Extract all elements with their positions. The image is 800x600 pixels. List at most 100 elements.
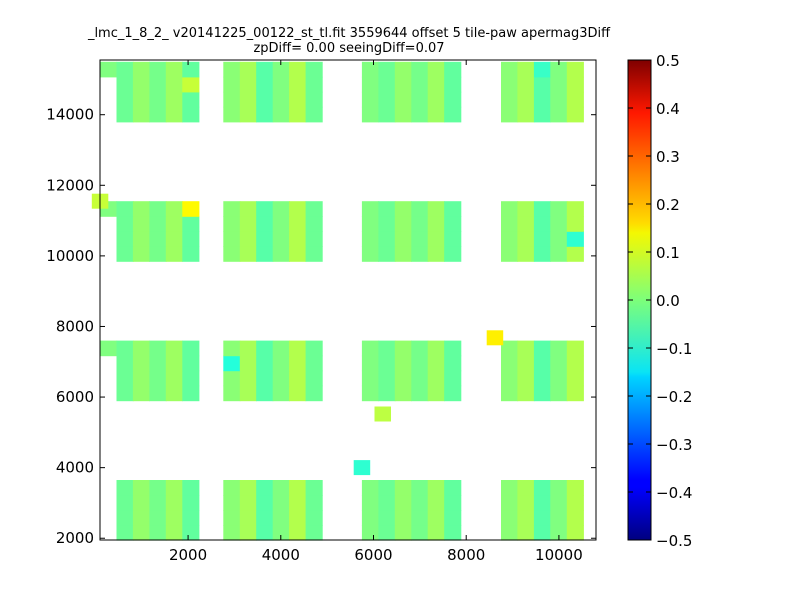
heatmap-cell	[444, 385, 462, 402]
heatmap-cell	[501, 76, 519, 93]
heatmap-cell	[132, 355, 150, 372]
heatmap-cell	[149, 216, 167, 232]
heatmap-cell	[289, 355, 307, 372]
heatmap-cell	[533, 91, 551, 108]
heatmap-cell	[444, 510, 462, 526]
heatmap-cell	[361, 76, 379, 93]
heatmap-cell	[394, 340, 412, 357]
colorbar-tick-label: −0.5	[656, 532, 692, 550]
heatmap-cell	[223, 340, 241, 357]
heatmap-cell	[272, 76, 290, 93]
heatmap-cell	[411, 231, 429, 247]
heatmap-cell	[305, 246, 323, 262]
heatmap-cell	[550, 495, 568, 511]
heatmap-cell	[116, 370, 134, 387]
heatmap-cell	[533, 106, 551, 123]
heatmap-cell	[501, 231, 519, 247]
heatmap-cell	[394, 480, 412, 496]
heatmap-cell	[165, 106, 183, 123]
heatmap-cell	[427, 370, 445, 387]
heatmap-cell	[116, 385, 134, 402]
colorbar-tick-label: −0.1	[656, 340, 692, 358]
heatmap-cell	[182, 91, 200, 108]
heatmap-cell	[533, 201, 551, 217]
colorbar-tick-label: 0.4	[656, 100, 680, 118]
heatmap-cell	[444, 91, 462, 108]
heatmap-cell	[116, 340, 134, 357]
heatmap-cell	[239, 91, 257, 108]
heatmap-cell	[272, 525, 290, 541]
heatmap-cell	[533, 510, 551, 526]
heatmap-cell	[533, 525, 551, 541]
heatmap-cell	[378, 216, 396, 232]
heatmap-cell	[256, 106, 274, 123]
heatmap-cell	[223, 525, 241, 541]
heatmap-cell	[132, 246, 150, 262]
heatmap-cell	[239, 370, 257, 387]
heatmap-cell	[411, 495, 429, 511]
heatmap-cell	[566, 231, 584, 247]
heatmap-cell	[305, 525, 323, 541]
heatmap-cell	[361, 370, 379, 387]
heatmap-cell	[182, 76, 200, 93]
heatmap-cell	[116, 510, 134, 526]
heatmap-cell	[444, 216, 462, 232]
heatmap-cell	[566, 76, 584, 93]
heatmap-cell	[165, 91, 183, 108]
colorbar-tick-label: 0.3	[656, 148, 680, 166]
heatmap-cell	[566, 61, 584, 78]
heatmap-cell	[305, 385, 323, 402]
heatmap-cell	[272, 510, 290, 526]
heatmap-cell	[550, 385, 568, 402]
colorbar-tick-label: 0.2	[656, 196, 680, 214]
heatmap-cell	[566, 370, 584, 387]
y-tick-label: 14000	[46, 106, 94, 124]
colorbar-ticks: 0.5 0.4 0.3 0.2 0.1 0.0 −0.1 −0.2 −0.3 −0.4 −0.5	[628, 52, 692, 550]
heatmap-cell	[149, 246, 167, 262]
heatmap-cell	[378, 525, 396, 541]
heatmap-cell	[361, 216, 379, 232]
heatmap-cell	[566, 480, 584, 496]
x-tick-label: 10000	[535, 546, 583, 564]
heatmap-cell	[353, 460, 371, 476]
heatmap-cell	[272, 91, 290, 108]
heatmap-cell	[149, 201, 167, 217]
chart-title-line-1: _lmc_1_8_2_ v20141225_00122_st_tl.fit 35…	[87, 26, 611, 41]
heatmap-cell	[533, 216, 551, 232]
heatmap-cell	[165, 355, 183, 372]
heatmap-cell	[149, 355, 167, 372]
heatmap-cell	[272, 61, 290, 78]
y-tick-label: 12000	[46, 176, 94, 194]
colorbar-tick-label: −0.4	[656, 484, 692, 502]
heatmap-cell	[223, 385, 241, 402]
heatmap-cell	[132, 91, 150, 108]
heatmap-cell	[427, 76, 445, 93]
heatmap-cell	[305, 370, 323, 387]
heatmap-cell	[116, 106, 134, 123]
heatmap-cell	[444, 480, 462, 496]
x-tick-label: 4000	[262, 546, 300, 564]
heatmap-cell	[501, 355, 519, 372]
heatmap-cell	[182, 61, 200, 78]
heatmap-cell	[116, 355, 134, 372]
heatmap-cell	[501, 480, 519, 496]
heatmap-cell	[444, 525, 462, 541]
heatmap-cell	[533, 370, 551, 387]
heatmap-cell	[305, 480, 323, 496]
heatmap-cell	[289, 201, 307, 217]
heatmap-cell	[550, 216, 568, 232]
heatmap-cell	[501, 495, 519, 511]
heatmap-cell	[394, 76, 412, 93]
heatmap-cell	[239, 510, 257, 526]
heatmap-cell	[550, 370, 568, 387]
colorbar-tick-label: 0.5	[656, 52, 680, 70]
heatmap-cell	[256, 370, 274, 387]
heatmap-cell	[289, 495, 307, 511]
heatmap-cell	[533, 246, 551, 262]
heatmap-cell	[223, 495, 241, 511]
heatmap-cell	[256, 246, 274, 262]
heatmap-cell	[394, 385, 412, 402]
heatmap-cell	[517, 246, 535, 262]
heatmap-cell	[149, 495, 167, 511]
heatmap-cell	[116, 201, 134, 217]
